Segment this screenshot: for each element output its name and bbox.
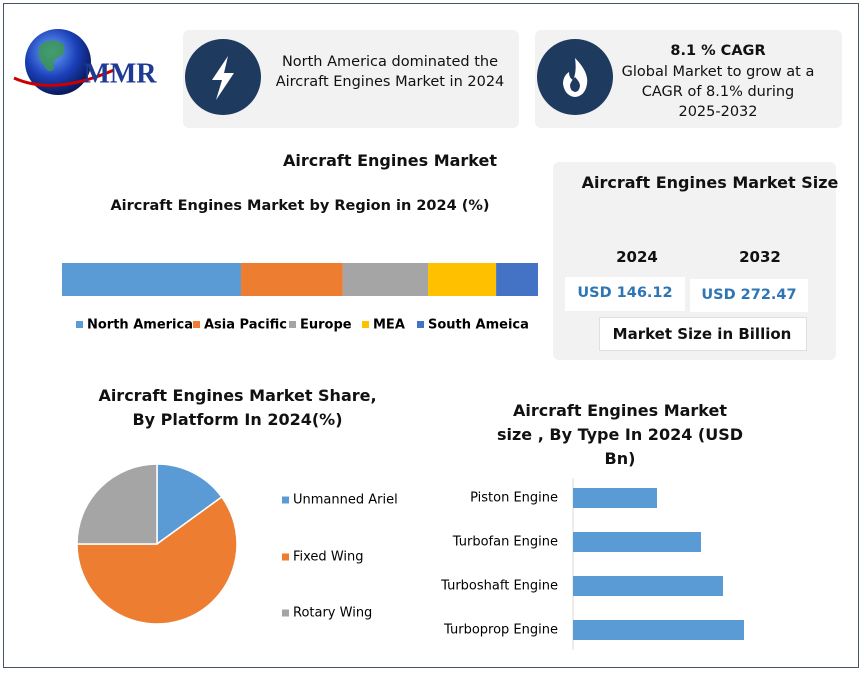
chart-title: Aircraft Engines Market size , By Type I… <box>496 401 744 468</box>
legend-label: Europe <box>300 318 352 333</box>
bar-segment <box>428 263 497 296</box>
bar <box>573 488 657 508</box>
bar <box>573 620 744 640</box>
highlight-text: North America dominated the Aircraft Eng… <box>275 54 505 90</box>
chart-title: Aircraft Engines Market Share, By Platfo… <box>98 386 377 429</box>
legend-swatch <box>417 321 424 328</box>
pie-slice <box>76 495 238 625</box>
logo-text: MMR <box>83 58 157 89</box>
legend-label: Fixed Wing <box>293 550 364 565</box>
market-size-title: Aircraft Engines Market Size <box>581 173 839 192</box>
legend-label: Unmanned Ariel <box>293 493 398 508</box>
legend-swatch <box>282 553 289 561</box>
year-label: 2024 <box>616 248 658 266</box>
legend-swatch <box>362 321 369 328</box>
lightning-icon <box>212 56 234 100</box>
category-label: Piston Engine <box>470 491 558 506</box>
legend-swatch <box>282 496 289 504</box>
market-value: USD 272.47 <box>701 287 797 303</box>
value-box <box>690 279 808 312</box>
legend-label: Rotary Wing <box>293 606 372 621</box>
page-title: Aircraft Engines Market <box>282 151 498 170</box>
bar-segment <box>62 263 241 296</box>
legend-label: North America <box>87 318 193 333</box>
year-label: 2032 <box>739 248 781 266</box>
legend-swatch <box>76 321 83 328</box>
category-label: Turboprop Engine <box>443 623 558 638</box>
value-box <box>565 277 685 311</box>
flame-icon-inner <box>570 77 580 92</box>
bar <box>573 576 723 596</box>
bar-segment <box>342 263 429 296</box>
market-size-note: Market Size in Billion <box>612 325 792 343</box>
page-frame <box>3 3 859 668</box>
legend-swatch <box>282 609 289 617</box>
pie-slice <box>156 463 223 546</box>
bar <box>573 532 701 552</box>
logo-swoosh <box>13 68 115 87</box>
pie-slice <box>76 463 158 545</box>
legend-label: South Ameica <box>428 318 529 333</box>
category-label: Turboshaft Engine <box>440 579 558 594</box>
note-box <box>599 317 807 351</box>
legend-swatch <box>289 321 296 328</box>
highlight-text: Global Market to grow at a CAGR of 8.1% … <box>621 64 815 120</box>
chart-title: Aircraft Engines Market by Region in 202… <box>110 198 490 214</box>
logo-land <box>38 40 65 72</box>
bar-segment <box>240 263 343 296</box>
bar-segment <box>496 263 538 296</box>
legend-swatch <box>193 321 200 328</box>
legend-label: Asia Pacific <box>204 318 287 333</box>
market-value: USD 146.12 <box>577 285 673 301</box>
highlight-title: 8.1 % CAGR <box>670 43 766 59</box>
category-label: Turbofan Engine <box>452 535 558 550</box>
legend-label: MEA <box>373 318 405 333</box>
